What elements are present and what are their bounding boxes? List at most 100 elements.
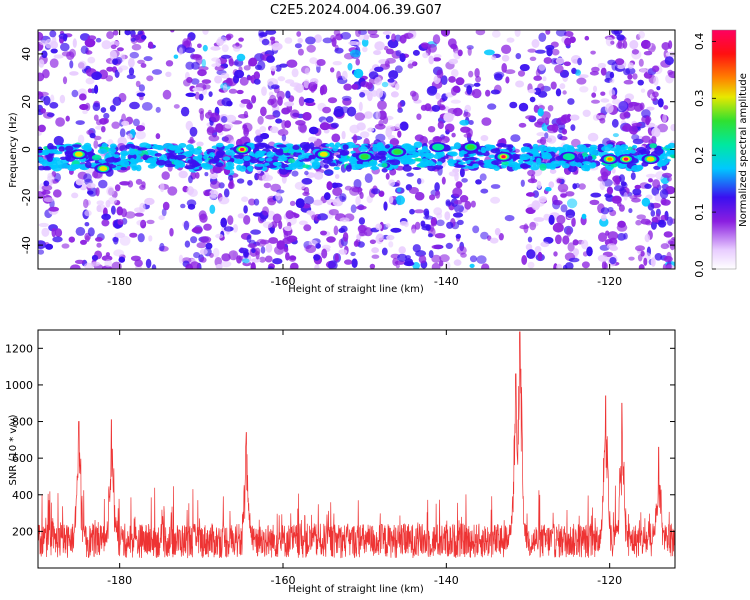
heatmap-cell [112,96,122,107]
heatmap-cell [578,74,589,79]
heatmap-cell [200,236,212,244]
heatmap-cell [446,221,454,229]
heatmap-cell [47,175,55,181]
heatmap-cell [431,254,442,263]
heatmap-cell [355,205,367,210]
heatmap-cell [221,253,231,262]
heatmap-cell [74,259,85,264]
heatmap-cell [225,149,236,156]
heatmap-cell [60,42,70,52]
heatmap-cell [209,152,216,158]
heatmap-cell [210,112,221,123]
heatmap-cell [125,211,136,219]
heatmap-cell [247,179,253,186]
heatmap-cell [160,154,167,161]
heatmap-cell [79,33,91,41]
heatmap-cell [559,83,566,90]
colorbar-tick-label: 0.0 [693,260,706,278]
heatmap-cell [500,161,509,166]
heatmap-cell [309,142,315,150]
heatmap-cell [439,260,444,267]
heatmap-cell [530,165,540,171]
heatmap-cell [655,171,665,180]
heatmap-cell [87,56,96,64]
heatmap-cell [52,157,61,162]
heatmap-cell [546,163,557,169]
heatmap-cell [69,60,74,69]
x-tick-label: -140 [434,574,459,587]
heatmap-cell [591,99,600,104]
heatmap-cell [96,119,102,126]
heatmap-cell [429,194,436,201]
heatmap-hotspot [101,167,106,171]
heatmap-cell [490,148,501,154]
heatmap-cell [182,38,189,47]
heatmap-cell [178,170,188,179]
heatmap-cell [471,88,482,99]
heatmap-cell [561,163,570,169]
heatmap-cell [134,150,143,155]
heatmap-cell [305,36,316,45]
heatmap-cell [167,186,178,196]
heatmap-cell [584,35,590,41]
heatmap-cell [412,49,420,56]
heatmap-cell [311,214,317,221]
heatmap-cell [474,68,480,78]
heatmap-cell [627,62,634,69]
heatmap-cell [481,263,490,269]
heatmap-cell [391,33,396,42]
heatmap-cell [54,228,63,238]
heatmap-cell [371,163,377,171]
heatmap-cell [406,172,414,177]
heatmap-cell [283,246,289,253]
heatmap-cell [208,91,213,97]
heatmap-cell [202,44,208,52]
heatmap-cell [262,206,269,216]
heatmap-cell [444,123,455,133]
heatmap-cell [456,245,467,255]
heatmap-cell [128,67,135,76]
heatmap-cell [165,71,172,78]
heatmap-cell [613,185,625,192]
heatmap-cell [68,236,76,243]
heatmap-cell [241,196,249,202]
heatmap-cell [641,135,651,143]
snr-frame [37,329,676,569]
heatmap-cell [200,163,208,167]
heatmap-cell [427,126,436,133]
heatmap-cell [220,260,232,268]
heatmap-cell [50,94,55,103]
y-tick-label: 800 [12,416,33,429]
heatmap-cell [72,38,77,48]
heatmap-cell [319,122,330,131]
heatmap-cell [452,187,463,197]
heatmap-cell [117,67,123,73]
figure-title: C2E5.2024.004.06.39.G07 [270,3,442,18]
heatmap-cell [552,200,563,206]
heatmap-cell [628,208,633,214]
heatmap-cell [197,154,203,159]
heatmap-cell [324,192,331,201]
heatmap-cell [429,224,434,232]
heatmap-cell [447,151,456,156]
heatmap-cell [611,167,616,174]
heatmap-cell [617,39,623,49]
heatmap-cell [504,215,515,222]
heatmap-cell [480,231,489,240]
heatmap-cell [220,54,232,59]
heatmap-cell [321,248,328,259]
heatmap-cell [186,199,197,207]
heatmap-cell [191,54,203,61]
heatmap-cell [151,264,157,269]
heatmap-cell [343,83,353,91]
heatmap-cell [135,178,143,185]
heatmap-cell [283,230,289,240]
heatmap-cell [342,232,349,242]
heatmap-cell [266,165,277,169]
heatmap-cell [361,38,369,47]
heatmap-cell [285,252,290,261]
heatmap-cell [578,183,586,190]
heatmap-cell [350,251,356,257]
heatmap-cell [215,162,224,168]
